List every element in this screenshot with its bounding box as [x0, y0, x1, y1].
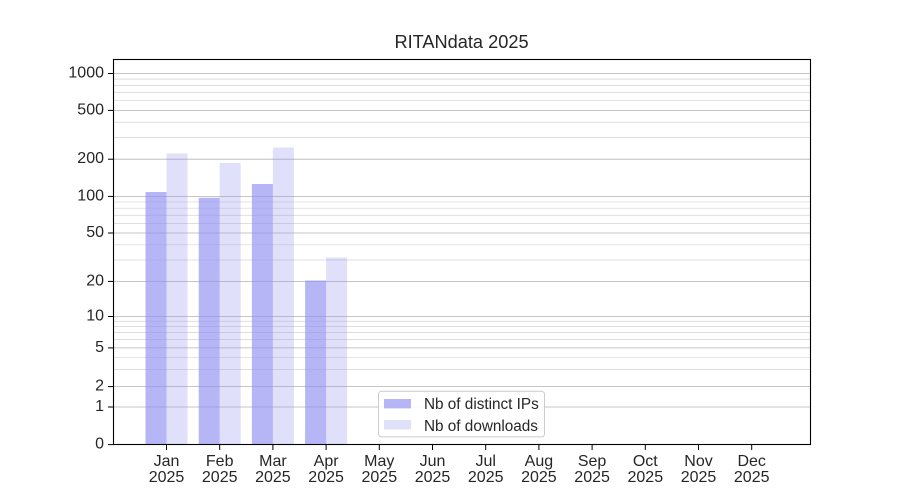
svg-text:2025: 2025: [308, 469, 344, 486]
svg-text:Sep: Sep: [578, 453, 607, 470]
svg-text:2025: 2025: [362, 469, 398, 486]
svg-text:Jan: Jan: [154, 453, 180, 470]
svg-text:2025: 2025: [681, 469, 717, 486]
svg-text:2025: 2025: [149, 469, 185, 486]
svg-text:1000: 1000: [68, 65, 104, 82]
svg-text:Dec: Dec: [737, 453, 765, 470]
svg-text:0: 0: [95, 436, 104, 453]
svg-text:10: 10: [86, 308, 104, 325]
svg-text:2025: 2025: [521, 469, 557, 486]
svg-text:5: 5: [95, 339, 104, 356]
svg-text:2025: 2025: [734, 469, 770, 486]
svg-text:Nov: Nov: [684, 453, 712, 470]
svg-text:100: 100: [77, 187, 104, 204]
svg-text:Nb of downloads: Nb of downloads: [424, 418, 538, 435]
svg-text:Aug: Aug: [525, 453, 553, 470]
svg-text:Mar: Mar: [259, 453, 287, 470]
svg-text:Feb: Feb: [206, 453, 234, 470]
svg-text:RITANdata 2025: RITANdata 2025: [394, 32, 528, 52]
svg-text:2025: 2025: [202, 469, 238, 486]
svg-text:2025: 2025: [415, 469, 451, 486]
svg-text:Jul: Jul: [475, 453, 495, 470]
svg-text:50: 50: [86, 224, 104, 241]
svg-text:1: 1: [95, 398, 104, 415]
svg-text:Oct: Oct: [633, 453, 658, 470]
svg-text:Nb of distinct IPs: Nb of distinct IPs: [424, 396, 539, 413]
svg-text:Jun: Jun: [420, 453, 446, 470]
svg-text:500: 500: [77, 101, 104, 118]
svg-text:2025: 2025: [574, 469, 610, 486]
svg-text:2025: 2025: [628, 469, 664, 486]
svg-text:200: 200: [77, 150, 104, 167]
svg-text:May: May: [364, 453, 394, 470]
svg-text:2025: 2025: [255, 469, 291, 486]
svg-text:2025: 2025: [468, 469, 504, 486]
svg-text:2: 2: [95, 378, 104, 395]
svg-text:20: 20: [86, 272, 104, 289]
svg-text:Apr: Apr: [314, 453, 340, 470]
